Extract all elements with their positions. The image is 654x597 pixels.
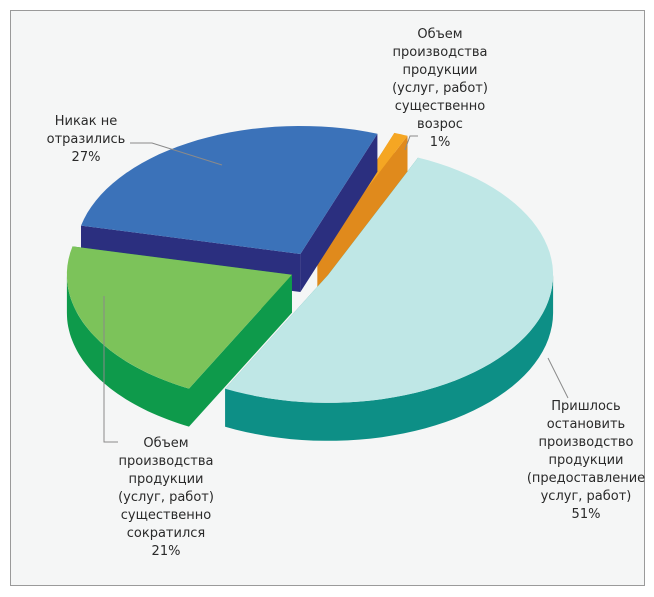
label-line: услуг, работ) <box>541 489 632 504</box>
value-label: 27% <box>72 150 101 165</box>
slice-label: Никак не отразились <box>47 114 126 147</box>
label-line: существенно <box>395 99 485 114</box>
label-line: Никак не <box>55 114 118 129</box>
leader-line <box>103 296 118 443</box>
slice-label: Объем производства продукции (услуг, работ)… <box>392 27 488 132</box>
value-label: 51% <box>572 507 601 522</box>
slice-label: Объем производства продукции (услуг, работ)… <box>118 436 214 541</box>
label-line: производства <box>118 454 213 469</box>
slice-side <box>317 135 408 292</box>
label-line: производство <box>538 435 633 450</box>
slice-wall <box>225 274 554 441</box>
slice-side <box>189 274 292 427</box>
label-line: остановить <box>547 417 625 432</box>
leader-line <box>404 135 418 151</box>
slice <box>66 246 292 389</box>
slice-label: Пришлось остановить производство продукции (… <box>527 399 645 504</box>
label-line: (услуг, работ) <box>392 81 488 96</box>
slice <box>225 157 553 403</box>
label-line: отразились <box>47 132 126 147</box>
label-line: существенно <box>121 508 211 523</box>
label-line: продукции <box>129 472 204 487</box>
label-line: (услуг, работ) <box>118 490 214 505</box>
leader-line <box>130 142 223 166</box>
slice-wall <box>66 274 189 427</box>
label-line: продукции <box>403 63 478 78</box>
slice-side <box>300 133 378 292</box>
leader-line <box>547 357 569 399</box>
label-line: Объем <box>143 436 188 451</box>
label-line: производства <box>392 45 487 60</box>
label-line: Пришлось <box>551 399 620 414</box>
value-label: 21% <box>152 544 181 559</box>
label-line: Объем <box>417 27 462 42</box>
slice <box>81 126 378 254</box>
label-line: продукции <box>549 453 624 468</box>
label-line: (предоставление <box>527 471 645 486</box>
label-line: сократился <box>127 526 205 541</box>
value-label: 1% <box>430 135 451 150</box>
label-line: возрос <box>417 117 463 132</box>
